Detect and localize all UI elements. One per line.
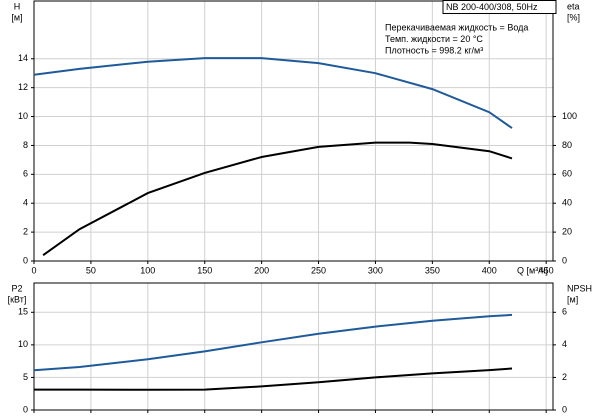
y-tick-label: 6 [23,169,28,179]
y2-tick-label: 60 [562,169,572,179]
y-axis-label: P2 [11,283,22,293]
annotation: Перекачиваемая жидкость = Вода [385,22,528,32]
y2-axis-unit: [м] [567,294,578,304]
y2-tick-label: 20 [562,226,572,236]
y-tick-label: 0 [23,255,28,265]
y2-tick-label: 0 [562,255,567,265]
y2-axis-label: NPSH [567,283,592,293]
x-tick-label: 150 [197,265,212,275]
series-line [42,141,513,257]
annotation-box: NB 200-400/308, 50Hz [446,2,538,12]
x-tick-label: 0 [31,265,36,275]
y2-axis-label: eta [567,1,580,11]
annotation: Плотность = 998.2 кг/м³ [385,45,483,55]
x-tick-label: 350 [425,265,440,275]
y-tick-label: 2 [23,226,28,236]
x-tick-label: 300 [368,265,383,275]
y2-tick-label: 4 [562,339,567,349]
y-axis-label: H [14,1,21,11]
x-tick-label: 250 [311,265,326,275]
x-tick-label: 200 [254,265,269,275]
y2-tick-label: 80 [562,140,572,150]
y-tick-label: 10 [18,339,28,349]
y-axis-unit: [кВт] [8,294,27,304]
y2-tick-label: 40 [562,198,572,208]
y2-tick-label: 2 [562,372,567,382]
y-tick-label: 10 [18,111,28,121]
x-tick-label: 450 [539,265,554,275]
x-tick-label: 50 [86,265,96,275]
y2-tick-label: 0 [562,404,567,414]
y-tick-label: 4 [23,198,28,208]
y2-tick-label: 6 [562,307,567,317]
plot-frame [33,282,554,411]
y-tick-label: 0 [23,404,28,414]
y-tick-label: 8 [23,140,28,150]
plot-frame [33,0,554,262]
y-tick-label: 14 [18,53,28,63]
y2-tick-label: 100 [562,111,577,121]
x-tick-label: 400 [482,265,497,275]
y-tick-label: 12 [18,82,28,92]
x-tick-label: 100 [140,265,155,275]
y-axis-unit: [м] [11,12,22,22]
y2-axis-unit: [%] [567,12,580,22]
annotation: Темп. жидкости = 20 °C [385,34,483,44]
series-line [34,367,513,391]
x-axis-label: Q [м³/ч] [517,265,548,275]
y-tick-label: 5 [23,372,28,382]
annotation-frame [442,0,557,14]
y-tick-label: 15 [18,307,28,317]
series-line [33,313,513,372]
series-line [33,57,513,129]
